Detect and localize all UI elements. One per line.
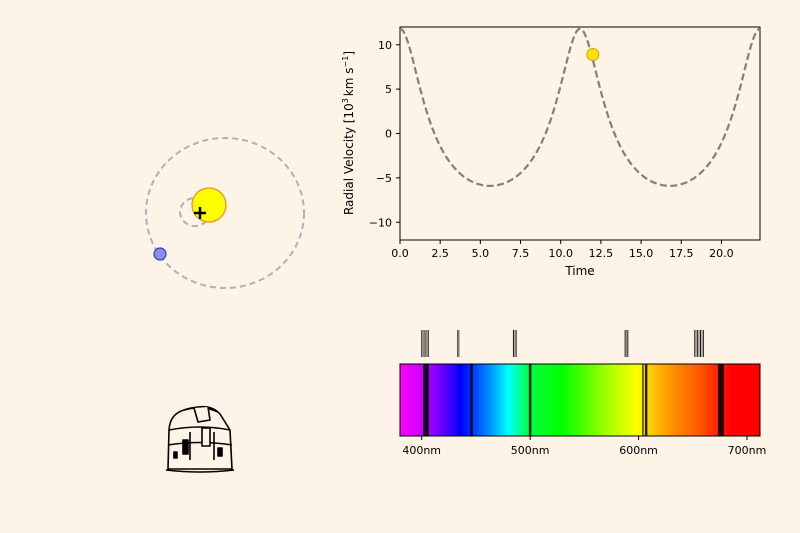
spectrum-tick-label: 400nm [402,444,441,457]
observed-line [702,330,704,357]
observed-line [627,330,629,357]
observed-line [458,330,460,357]
rv-x-tick-label: 5.0 [472,247,490,260]
rv-y-tick-label: 5 [385,83,392,96]
rv-current-point [586,48,600,62]
spectrum-tick-label: 700nm [728,444,767,457]
rv-y-tick-label: 10 [378,39,392,52]
absorption-line [642,364,644,436]
rv-y-tick-label: −5 [376,172,392,185]
rv-plot-area [399,26,761,241]
observatory-dome-icon [165,405,235,473]
rv-x-tick-label: 15.0 [629,247,654,260]
absorption-line [528,364,532,436]
spectrum-tick-label: 500nm [511,444,550,457]
absorption-line [423,364,430,436]
rv-y-ticks: −10 −5 0 5 10 [369,39,400,229]
rv-x-tick-label: 17.5 [669,247,694,260]
observed-line [421,330,423,357]
observed-line [426,330,428,357]
rv-x-tick-label: 7.5 [512,247,530,260]
rv-x-tick-label: 2.5 [431,247,449,260]
rv-x-tick-label: 0.0 [391,247,409,260]
observed-line [624,330,626,357]
rv-y-axis-label: Radial Velocity [103km s−1] [341,51,356,215]
observed-line [427,330,429,357]
absorption-lines [423,364,724,436]
observed-line [698,330,700,357]
spectrum-panel: 400nm 500nm 600nm 700nm [399,363,766,457]
spectrum-band [399,363,761,437]
star [191,187,227,223]
observed-line [512,330,514,357]
absorption-line [470,364,473,436]
spectrum-tick-label: 600nm [619,444,658,457]
absorption-line [644,364,648,436]
rv-x-ticks: 0.0 2.5 5.0 7.5 10.0 12.5 15.0 17.5 20.0 [391,240,734,260]
observed-line [457,330,459,357]
observed-line [514,330,516,357]
observed-line [424,330,426,357]
spectrum-ticks: 400nm 500nm 600nm 700nm [402,436,766,457]
rv-y-tick-label: −10 [369,216,392,229]
observed-lines-strip [421,330,704,357]
rv-x-axis-label: Time [564,264,594,278]
observed-line [695,330,697,357]
rv-x-tick-label: 10.0 [548,247,573,260]
observed-line [701,330,703,357]
observed-line [422,330,424,357]
rv-x-tick-label: 12.5 [589,247,614,260]
absorption-line [717,364,724,436]
observed-line [697,330,699,357]
rv-y-tick-label: 0 [385,128,392,141]
observed-line [515,330,517,357]
rv-x-tick-label: 20.0 [709,247,734,260]
observed-line [625,330,627,357]
observed-line [699,330,701,357]
planet-orbit [145,137,305,289]
rv-curve [399,27,761,187]
observed-line [694,330,696,357]
orbit-diagram [145,137,305,289]
rv-chart: 0.0 2.5 5.0 7.5 10.0 12.5 15.0 17.5 20.0 −10 −5 0 5… [341,26,761,278]
barycenter-marker [194,207,206,219]
planet [153,247,167,261]
